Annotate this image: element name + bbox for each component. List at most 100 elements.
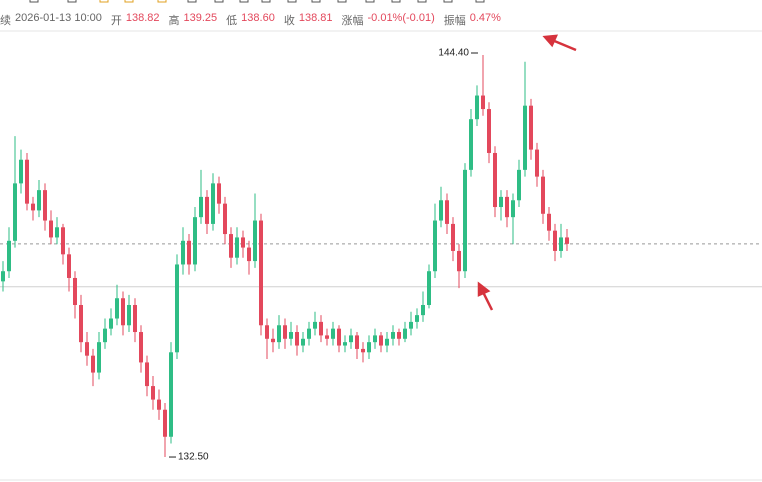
candle-body <box>271 338 275 343</box>
tool-icon[interactable] <box>157 0 167 3</box>
annotation-arrows <box>477 34 577 311</box>
header-label: 高 <box>168 15 180 27</box>
candle-body <box>319 321 323 336</box>
candle-body <box>421 305 425 316</box>
candle-body <box>445 200 449 224</box>
header-label: 收 <box>283 15 295 27</box>
tool-icon[interactable] <box>311 0 321 3</box>
tool-icon[interactable] <box>287 0 297 3</box>
candle-body <box>145 362 149 387</box>
candle-body <box>535 149 539 177</box>
header-value: 138.81 <box>298 12 333 24</box>
candle-body <box>433 220 437 272</box>
tool-icon[interactable] <box>261 0 271 3</box>
candle-body <box>7 240 11 272</box>
tool-icon[interactable] <box>67 0 77 3</box>
candle-body <box>547 213 551 231</box>
tool-icon[interactable] <box>239 0 249 3</box>
header-label: 振幅 <box>443 15 466 27</box>
candle-body <box>187 240 191 265</box>
candle-body <box>151 386 155 400</box>
tool-icon[interactable] <box>337 0 347 3</box>
candle-body <box>475 95 479 120</box>
candle-body <box>487 109 491 153</box>
toolbar <box>29 0 485 3</box>
candle-body <box>127 305 131 326</box>
candle-body <box>385 338 389 346</box>
arrow-head <box>542 34 559 48</box>
candle-body <box>403 328 407 339</box>
header-value: 0.47% <box>469 12 501 24</box>
candle-body <box>469 119 473 170</box>
candle-body <box>13 183 17 241</box>
candle-body <box>109 318 113 329</box>
candle-body <box>37 190 41 211</box>
candle-body <box>49 220 53 238</box>
candle-body <box>253 220 257 262</box>
high-label: 144.40 <box>438 48 469 59</box>
candle-body <box>241 237 245 248</box>
candle-body <box>511 200 515 218</box>
candle-body <box>169 352 173 437</box>
candle-body <box>457 250 461 272</box>
tool-icon[interactable] <box>365 0 375 3</box>
candle-body <box>103 328 107 343</box>
tool-icon[interactable] <box>99 0 109 3</box>
header-value: -0.01%(-0.01) <box>367 12 435 24</box>
candle-body <box>61 227 65 255</box>
candle-body <box>541 176 545 214</box>
candle-body <box>343 342 347 346</box>
tool-icon[interactable] <box>475 0 485 3</box>
candle-body <box>247 247 251 262</box>
candle-body <box>361 348 365 353</box>
tool-icon[interactable] <box>417 0 427 3</box>
candle-body <box>439 200 443 221</box>
candle-body <box>67 254 71 278</box>
candle-body <box>283 325 287 339</box>
candle-body <box>529 105 533 150</box>
candle-body <box>205 196 209 224</box>
plot: 144.40 132.50 <box>0 48 762 463</box>
candle-body <box>19 159 23 184</box>
tool-icon[interactable] <box>443 0 453 3</box>
tool-icon[interactable] <box>187 0 197 3</box>
candle-body <box>517 169 521 201</box>
candle-body <box>289 332 293 339</box>
candle-body <box>379 335 383 346</box>
candle-body <box>211 183 215 224</box>
candle-body <box>295 332 299 346</box>
candle-body <box>373 335 377 343</box>
candle-body <box>55 227 59 238</box>
header-value: 138.82 <box>125 12 160 24</box>
candle-body <box>265 325 269 339</box>
header-value: 139.25 <box>183 12 218 24</box>
candle-body <box>175 264 179 353</box>
candle-body <box>73 277 77 305</box>
header-value: 138.60 <box>241 12 275 24</box>
candle-body <box>139 332 143 363</box>
candle-body <box>415 315 419 322</box>
header-label: 低 <box>226 15 238 27</box>
candle-body <box>397 332 401 339</box>
arrow-head <box>477 281 491 297</box>
header-prefix: 续 <box>0 15 11 27</box>
candle-body <box>493 152 497 208</box>
candle-body <box>217 183 221 204</box>
candle-body <box>337 328 341 346</box>
tool-icon[interactable] <box>391 0 401 3</box>
candle-body <box>559 237 563 251</box>
candle-body <box>409 321 413 329</box>
candle-body <box>91 355 95 373</box>
candle-body <box>79 305 83 343</box>
tool-icon[interactable] <box>214 0 224 3</box>
candle-body <box>163 409 167 437</box>
candle-body <box>349 335 353 343</box>
tool-icon[interactable] <box>29 0 39 3</box>
header: 续 2026-01-13 10:00 开 138.82 高 139.25 低 138.60… <box>0 12 506 28</box>
low-label: 132.50 <box>178 452 209 463</box>
candle-body <box>463 169 467 272</box>
tool-icon[interactable] <box>124 0 134 3</box>
candle-body <box>223 203 227 235</box>
candle-body <box>31 203 35 211</box>
